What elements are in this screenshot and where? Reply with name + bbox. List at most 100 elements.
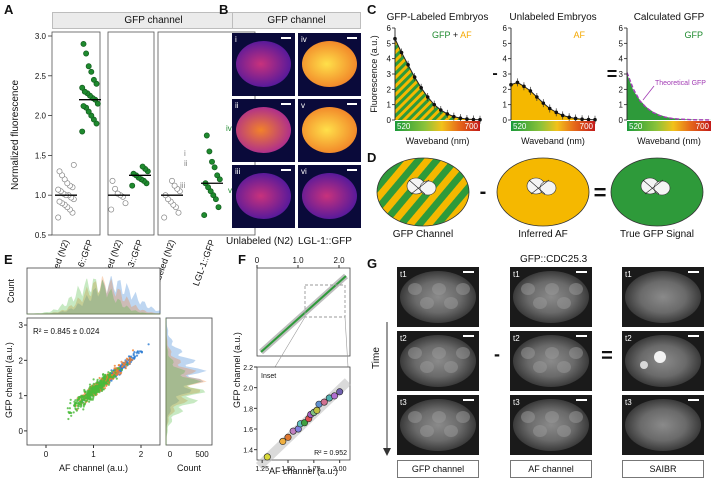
data-point [98,376,101,380]
y-tick-label: 5 [503,39,508,48]
y-tick-label: 0 [19,427,24,436]
data-point [92,386,95,389]
top-hist-series [26,278,161,315]
data-point [284,433,292,441]
y-tick-label: 4 [619,55,624,64]
panel-b-label: B [219,2,229,17]
data-point [452,114,456,119]
y-tick-label: 6 [387,24,392,33]
embryo-shape [625,399,701,451]
time-point-label: t1 [625,270,632,279]
scale-bar [347,103,357,105]
data-point [135,354,139,357]
data-point [66,407,69,410]
y-axis-label: GFP channel (a.u.) [4,342,14,418]
data-point [95,390,98,393]
x-tick-label: 1.50 [281,466,295,473]
legend-plus: + [450,30,460,40]
data-point [56,198,63,205]
theoretical-line [626,72,712,121]
data-point [139,163,146,170]
data-point [535,95,539,99]
data-point [55,214,62,221]
row-label: vi [301,167,307,176]
scatter-frame [26,317,161,446]
row-label: i [235,35,237,44]
top-fit-line [260,275,347,353]
data-point [96,381,99,384]
data-point [120,371,123,374]
data-point [74,407,77,410]
embryo-shape [400,399,476,451]
data-point [85,63,92,70]
y-tick-label: 4 [503,55,508,64]
scale-bar [576,271,587,273]
data-point [67,417,70,421]
chart-title: Unlabeled Embryos [509,12,596,23]
embryo-shape [236,173,291,219]
data-point [109,177,116,184]
scale-bar [688,399,699,401]
waveband-strip [511,121,595,131]
theoretical-label: Theoretical GFP [655,80,706,87]
y-axis-label: GFP channel (a.u.) [232,332,242,408]
data-point [69,411,72,414]
panel-g-caption-af: AF channel [510,460,592,478]
data-point [89,393,93,396]
data-point [85,393,89,396]
data-point [116,373,119,376]
y-tick-label: 2.2 [243,365,253,372]
y-axis-label: Normalized fluorescence [10,80,21,190]
data-point [580,117,584,122]
scale-bar [281,37,291,39]
waveband-start: 520 [397,122,411,131]
data-point [83,399,86,402]
data-point [320,398,328,406]
inset-connector [344,316,349,368]
data-point [90,390,94,393]
y-tick-label: 2.0 [243,386,253,393]
panel-f-label: F [238,252,246,267]
cell-blob [420,361,434,373]
data-point [560,113,565,118]
top-hist-series [27,276,161,315]
cell-blob [545,411,559,423]
cell-blob [545,283,559,295]
data-point [554,110,559,115]
data-point [330,392,338,400]
data-point [114,371,117,374]
data-point [147,343,150,346]
time-point-label: t1 [513,270,520,279]
data-point [133,355,137,358]
side-hist-series [165,317,207,445]
panel-g-title: GFP::CDC25.3 [520,254,588,265]
data-point [209,158,215,165]
panel-e-label: E [4,252,13,267]
data-point [74,399,77,402]
scale-bar [463,399,474,401]
x-tick-label: 2.00 [333,466,347,473]
y-tick-label: 1 [19,392,24,401]
y-tick-label: 0 [619,116,624,125]
data-point [122,363,125,366]
data-point [336,388,344,396]
data-point [79,84,86,91]
embryo-shape [302,107,357,153]
y-tick-label: 2.0 [35,112,47,121]
equals-operator: = [607,64,618,84]
data-point [101,384,104,387]
panel-d-caption: GFP Channel [393,229,453,240]
cell-blob [521,283,535,295]
y-tick-label: 3 [19,321,24,330]
scale-bar [463,271,474,273]
data-point [211,164,218,171]
panel-b-header: GFP channel [232,12,361,29]
waveband-strip [395,121,480,131]
r-squared-label: R² = 0.952 [314,450,347,457]
data-point [88,383,92,386]
minus-operator: - [492,65,497,82]
data-point [116,367,120,370]
scale-bar [463,335,474,337]
legend-af: AF [460,30,472,40]
minus-operator: - [480,181,487,203]
